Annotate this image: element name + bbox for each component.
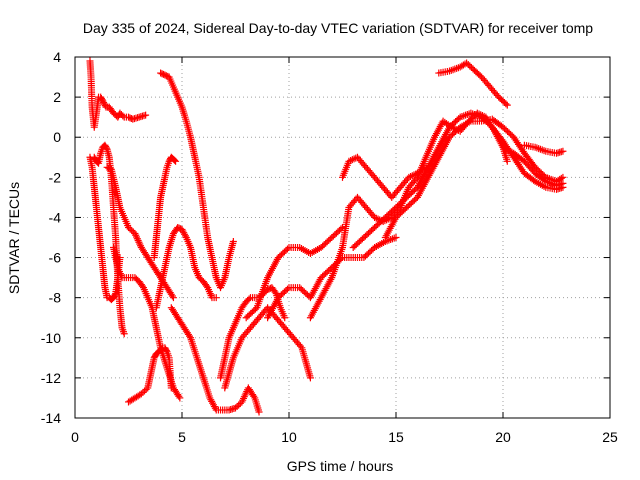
series-markers bbox=[339, 153, 430, 201]
x-tick-label: 5 bbox=[178, 429, 186, 445]
data-series bbox=[86, 57, 567, 416]
x-tick-label: 20 bbox=[495, 429, 511, 445]
y-tick-label: 0 bbox=[53, 129, 61, 145]
series-markers bbox=[86, 57, 150, 131]
series-markers bbox=[264, 234, 400, 322]
series-markers bbox=[381, 115, 567, 241]
y-tick-label: -12 bbox=[41, 370, 61, 386]
series-markers bbox=[167, 304, 263, 416]
x-axis-title: GPS time / hours bbox=[287, 458, 394, 474]
series-track-f bbox=[125, 344, 175, 406]
series-track-d bbox=[103, 163, 177, 302]
series-markers bbox=[242, 223, 346, 322]
series-track-i bbox=[157, 69, 237, 292]
y-axis-title: SDTVAR / TECUs bbox=[6, 182, 22, 294]
y-tick-label: 2 bbox=[53, 89, 61, 105]
x-tick-label: 10 bbox=[281, 429, 297, 445]
series-track-h bbox=[152, 223, 220, 312]
series-track-n bbox=[264, 234, 400, 322]
x-tick-label: 25 bbox=[602, 429, 618, 445]
series-track-j bbox=[167, 304, 263, 416]
y-tick-label: -8 bbox=[49, 290, 62, 306]
series-markers bbox=[157, 69, 237, 292]
axis-ticks: 0 5 10 15 20 25 -14 -12 -10 -8 -6 -4 -2 0 2 4 bbox=[41, 49, 618, 445]
y-tick-label: -6 bbox=[49, 250, 62, 266]
series-markers bbox=[125, 344, 175, 406]
series-track-m bbox=[242, 223, 346, 322]
series-track-u bbox=[520, 141, 567, 157]
x-tick-label: 0 bbox=[71, 429, 79, 445]
series-track-t bbox=[499, 143, 567, 189]
series-markers bbox=[150, 153, 180, 262]
series-markers bbox=[152, 223, 220, 312]
plot-frame bbox=[74, 56, 611, 419]
series-track-p bbox=[339, 153, 430, 201]
y-tick-label: -10 bbox=[41, 330, 61, 346]
series-track-g bbox=[150, 153, 180, 262]
series-markers bbox=[520, 141, 567, 157]
series-markers bbox=[435, 59, 511, 109]
y-tick-label: 4 bbox=[53, 49, 61, 65]
y-tick-label: -2 bbox=[49, 169, 62, 185]
series-track-s bbox=[435, 59, 511, 109]
series-markers bbox=[499, 143, 567, 189]
series-track-r bbox=[381, 115, 567, 241]
series-track-a bbox=[86, 57, 150, 131]
series-markers bbox=[103, 163, 177, 302]
y-tick-label: -4 bbox=[49, 209, 62, 225]
x-tick-label: 15 bbox=[388, 429, 404, 445]
chart-title: Day 335 of 2024, Sidereal Day-to-day VTE… bbox=[83, 20, 593, 36]
y-tick-label: -14 bbox=[41, 410, 61, 426]
